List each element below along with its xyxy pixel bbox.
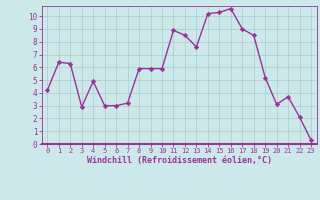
X-axis label: Windchill (Refroidissement éolien,°C): Windchill (Refroidissement éolien,°C) [87,156,272,165]
